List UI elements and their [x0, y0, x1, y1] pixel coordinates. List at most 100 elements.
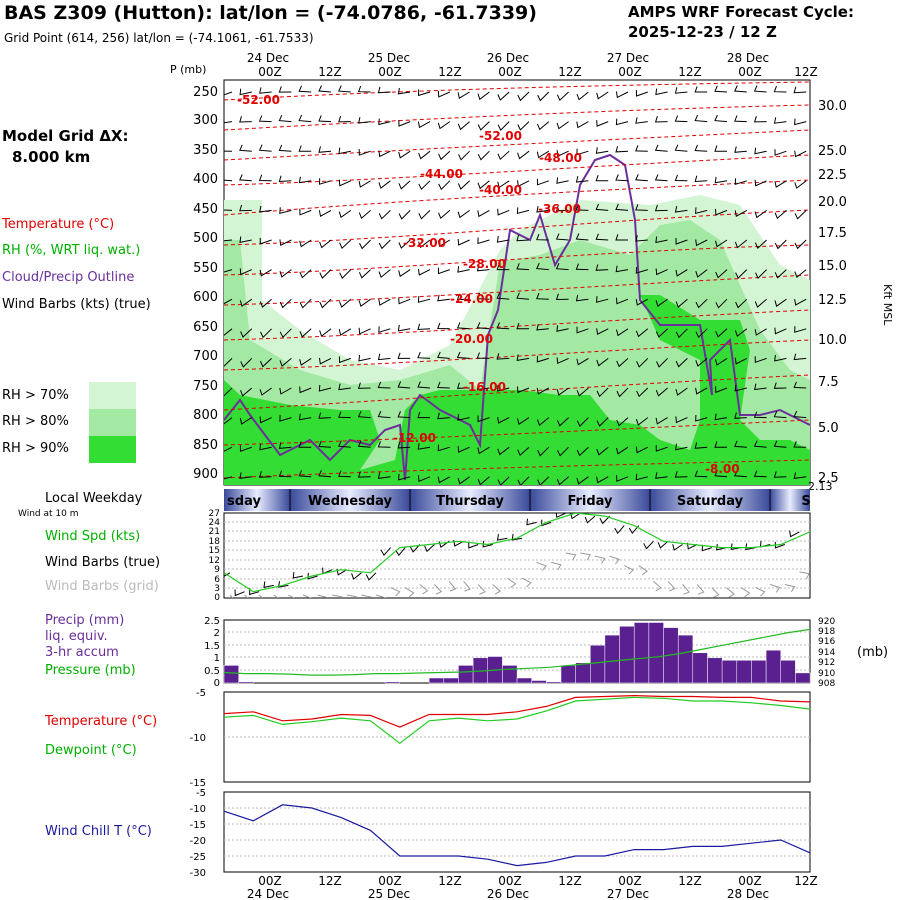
wind-barb [378, 298, 391, 306]
wind-barb [418, 475, 431, 483]
time-tick: 00Z [258, 874, 282, 888]
wind-barb [397, 411, 411, 419]
rh90-region [224, 295, 810, 485]
wind-barb [576, 91, 589, 101]
wind-barbs-true-label: Wind Barbs (true) [45, 555, 161, 570]
wind-barb [437, 381, 450, 389]
wind-barb [575, 204, 589, 211]
pressure-line [223, 628, 811, 676]
wind-barb [224, 239, 233, 242]
wind-barb [358, 210, 371, 220]
wind-barb [615, 234, 628, 241]
chill-tick: -30 [190, 868, 206, 879]
wind-barb [536, 561, 547, 571]
wind-barb [417, 296, 431, 303]
wind-barb [628, 525, 640, 535]
time-tick: 00Z [498, 65, 522, 79]
wind-barb [695, 239, 708, 247]
wind-barb [307, 572, 318, 580]
wind-barbs-grid-label: Wind Barbs (grid) [45, 579, 159, 594]
wind-barb [298, 441, 312, 448]
weekday-cell [224, 489, 290, 511]
wind-barb [674, 115, 688, 123]
wind-barb [695, 414, 708, 422]
wind-barb [279, 239, 292, 247]
wind-barb [497, 384, 510, 392]
wind-barb [793, 86, 807, 94]
wind-barb [635, 267, 648, 274]
wind-barb [774, 298, 787, 308]
local-weekday-label: Local Weekday [45, 491, 143, 506]
wind-barb [298, 85, 312, 93]
wind-barb [789, 530, 800, 538]
wind-barb [259, 269, 272, 277]
wind-barb [457, 266, 470, 273]
time-tick: 00Z [618, 65, 642, 79]
precip-bar [560, 665, 576, 684]
wind-barb [694, 470, 708, 478]
precip-bars [223, 622, 811, 684]
wind-barb [378, 326, 391, 333]
day-label: 25 Dec [368, 887, 410, 900]
wind-barb [476, 264, 490, 272]
wind-barb [653, 580, 662, 592]
wind-barb [338, 356, 351, 364]
wind-barb [395, 547, 406, 557]
wind-barb [468, 541, 479, 549]
wind-barb [338, 411, 351, 419]
wind-barb [318, 85, 332, 93]
wind-barb [338, 116, 351, 123]
wind-barb [536, 233, 549, 241]
wind-barb [694, 442, 708, 449]
time-tick: 12Z [318, 65, 342, 79]
wind-barb [417, 411, 430, 419]
contour-label: -52.00 [479, 129, 522, 143]
wind-barb [338, 383, 351, 391]
precip-liq-label: liq. equiv. [45, 629, 108, 644]
wind-barb [377, 441, 391, 448]
wind-barb [482, 540, 493, 548]
wind-barb [695, 387, 708, 395]
contour-label: -52.00 [237, 93, 280, 107]
wind-barb [576, 476, 589, 485]
wind-barb [477, 237, 490, 245]
precip-bar [502, 665, 518, 684]
wind-barb [496, 322, 510, 330]
temperature-contours [224, 81, 810, 479]
height-tick: 2.13 [808, 480, 833, 493]
time-tick: 00Z [738, 65, 762, 79]
precip-bar [604, 634, 620, 684]
chill-tick: -25 [190, 852, 206, 863]
wind-barb [437, 294, 450, 302]
wind-barb [417, 351, 431, 359]
wind-barb [715, 328, 728, 338]
wind-barb [398, 119, 411, 127]
contour-label: -24.00 [450, 292, 493, 306]
height-tick: 12.5 [818, 293, 847, 308]
rh90-swatch [89, 436, 136, 463]
precip-bar [795, 672, 811, 684]
wind-barb [278, 442, 292, 449]
wind-barb [438, 210, 451, 220]
rh80-swatch [89, 409, 136, 436]
wind-tick: 27 [209, 509, 220, 519]
wind-barb [263, 581, 274, 589]
wind-barb [616, 446, 629, 455]
wind-barb [799, 571, 810, 580]
wind-barb [338, 85, 351, 93]
precip-bar [765, 649, 782, 684]
wind-barb [555, 233, 569, 241]
wind-barb [417, 121, 431, 129]
wind-barb [511, 533, 523, 541]
wind-barb [715, 208, 728, 216]
wind-barb [437, 121, 451, 130]
wind-barb [596, 120, 609, 127]
time-tick: 12Z [794, 65, 818, 79]
height-tick: 2.5 [818, 471, 839, 486]
pressure-label: Pressure (mb) [45, 663, 136, 678]
wind-tick: 6 [214, 575, 220, 585]
wind-barb [643, 540, 654, 550]
wind-barb [536, 387, 550, 395]
temp-tick: -15 [190, 778, 206, 789]
wind-barb [273, 594, 279, 598]
